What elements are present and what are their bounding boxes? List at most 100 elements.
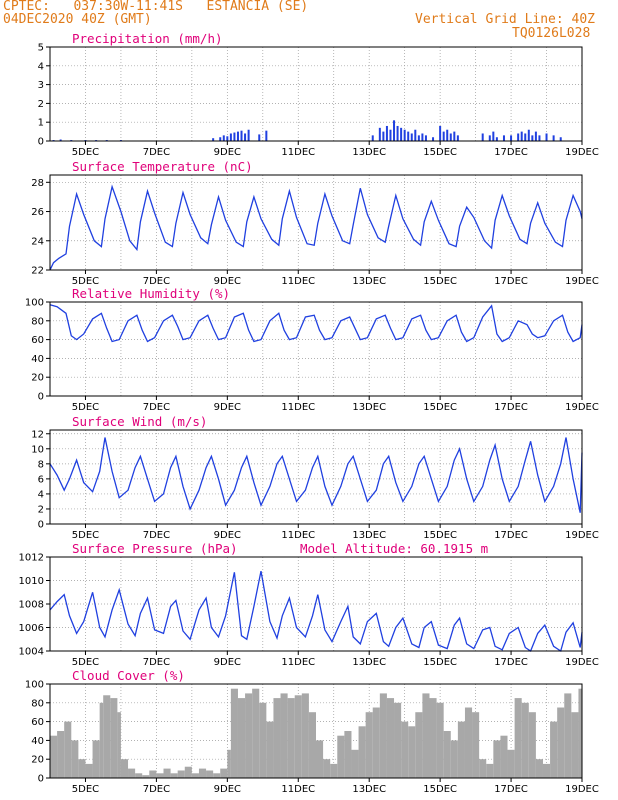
cloud-cover-bar: [323, 759, 331, 778]
y-tick-label: 4: [38, 61, 44, 72]
x-tick-label: 9DEC: [214, 530, 241, 541]
y-tick-label: 1012: [19, 553, 44, 564]
precip-bar: [59, 139, 62, 141]
x-tick-label: 13DEC: [352, 276, 386, 287]
cloud-cover-bar: [294, 695, 302, 778]
y-tick-label: 22: [31, 266, 44, 277]
panel-precip: 0 1 2 3 4 5 5DEC 7DEC 9DEC 11DEC 13DEC 15DEC 17DEC 19…: [38, 31, 599, 158]
x-tick-label: 17DEC: [494, 147, 528, 158]
y-tick-label: 8: [38, 459, 44, 470]
precip-bar: [407, 131, 410, 141]
precip-bar: [527, 129, 530, 141]
cloud-cover-bar: [401, 721, 409, 778]
panel-frame: [49, 46, 583, 142]
temp-series-line: [49, 184, 583, 271]
cloud-cover-bar: [379, 693, 387, 778]
y-tick-label: 0: [38, 392, 44, 403]
cloud-cover-bar: [227, 749, 231, 778]
cloud-cover-bar: [330, 763, 338, 778]
precip-bar: [244, 133, 247, 141]
y-tick-label: 1010: [19, 576, 44, 587]
cloud-cover-bar: [120, 759, 129, 778]
x-tick-label: 19DEC: [565, 530, 599, 541]
precip-bar: [233, 132, 236, 141]
precip-bar: [229, 133, 232, 141]
panel-frame: [49, 556, 583, 652]
precip-bar: [417, 135, 420, 141]
x-tick-label: 11DEC: [281, 276, 315, 287]
x-tick-label: 17DEC: [494, 276, 528, 287]
y-tick-label: 4: [38, 489, 44, 500]
precip-bar: [222, 135, 225, 141]
x-tick-label: 13DEC: [352, 784, 386, 795]
precip-bar: [389, 129, 392, 141]
precip-bar: [439, 125, 442, 141]
cloud-cover-bar: [486, 763, 494, 778]
precip-bar: [502, 135, 505, 141]
x-tick-label: 5DEC: [72, 402, 99, 413]
cloud-cover-bar: [71, 740, 79, 778]
cloud-cover-bar: [386, 698, 395, 778]
cloud-cover-bar: [450, 740, 458, 778]
cloud-cover-bar: [117, 712, 121, 778]
cloud-cover-bar: [564, 693, 572, 778]
panel-title: Precipitation (mm/h): [72, 31, 223, 46]
cloud-cover-bar: [259, 702, 267, 778]
cloud-cover-bar: [365, 712, 373, 778]
cloud-cover-bar: [177, 770, 185, 778]
panel-frame: [49, 174, 583, 271]
x-tick-label: 11DEC: [281, 784, 315, 795]
x-tick-label: 5DEC: [72, 657, 99, 668]
precip-bar: [410, 133, 413, 141]
cloud-cover-bar: [550, 721, 558, 778]
y-tick-label: 12: [31, 429, 44, 440]
cloud-cover-bar: [213, 773, 221, 778]
cloud-cover-bar: [64, 721, 72, 778]
cloud-cover-bar: [571, 712, 579, 778]
y-tick-label: 2: [38, 504, 44, 515]
cloud-cover-bar: [110, 698, 118, 778]
precip-bar: [265, 130, 268, 141]
precip-bar: [258, 134, 261, 141]
x-tick-label: 11DEC: [281, 657, 315, 668]
x-tick-label: 9DEC: [214, 657, 241, 668]
cloud-cover-bar: [99, 702, 104, 778]
cloud-cover-bar: [479, 759, 487, 778]
panel-wind: 0 2 4 6 8 10 12 5DEC 7DEC 9DEC 11DEC 13DEC 15DEC 17DE…: [31, 414, 599, 541]
x-tick-label: 15DEC: [423, 147, 457, 158]
cloud-cover-bar: [493, 740, 501, 778]
cloud-cover-bar: [316, 740, 324, 778]
cloud-cover-bar: [191, 773, 199, 778]
header-grid-note: Vertical Grid Line: 40Z: [415, 12, 596, 27]
x-tick-label: 11DEC: [281, 147, 315, 158]
cloud-cover-bar: [422, 693, 430, 778]
precip-bar: [524, 133, 527, 141]
y-tick-label: 6: [38, 474, 44, 485]
cloud-cover-bar: [535, 759, 543, 778]
precip-bar: [371, 135, 374, 141]
rh-series-line: [49, 304, 583, 343]
precip-bar: [378, 127, 381, 141]
cloud-cover-bar: [372, 707, 380, 778]
x-tick-label: 7DEC: [143, 530, 170, 541]
precip-bar: [382, 131, 385, 141]
cloud-cover-bar: [198, 768, 207, 778]
x-tick-label: 19DEC: [565, 147, 599, 158]
x-tick-label: 15DEC: [423, 784, 457, 795]
precip-bar: [449, 133, 452, 141]
cloud-cover-bar: [230, 688, 238, 778]
x-tick-label: 11DEC: [281, 530, 315, 541]
x-tick-label: 5DEC: [72, 784, 99, 795]
cloud-cover-bar: [266, 721, 274, 778]
precip-bar: [442, 131, 445, 141]
precip-bar: [247, 129, 250, 141]
x-tick-label: 19DEC: [565, 784, 599, 795]
pressure-series-line: [49, 570, 583, 653]
y-tick-label: 24: [31, 236, 44, 247]
x-tick-label: 7DEC: [143, 147, 170, 158]
precip-bar: [488, 135, 491, 141]
x-tick-label: 17DEC: [494, 784, 528, 795]
y-tick-label: 2: [38, 99, 44, 110]
cloud-cover-bar: [500, 735, 508, 778]
x-tick-label: 5DEC: [72, 276, 99, 287]
